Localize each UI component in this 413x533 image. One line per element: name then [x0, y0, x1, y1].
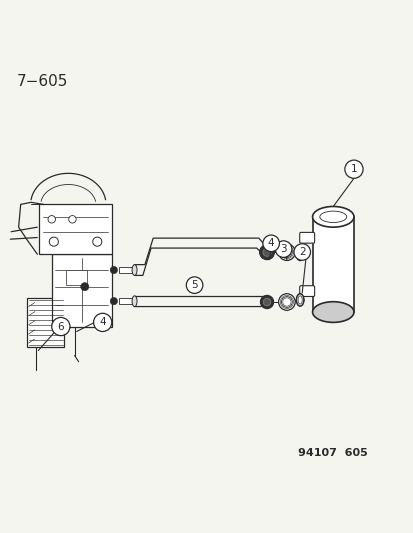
Circle shape [278, 244, 294, 261]
Ellipse shape [296, 248, 303, 261]
Circle shape [93, 313, 112, 332]
Text: 3: 3 [280, 244, 286, 254]
Circle shape [281, 247, 292, 257]
Circle shape [281, 297, 292, 308]
Text: 5: 5 [191, 280, 197, 290]
Ellipse shape [312, 206, 353, 227]
Circle shape [81, 282, 89, 291]
Text: 94107  605: 94107 605 [297, 448, 367, 458]
Circle shape [275, 241, 291, 257]
Circle shape [93, 237, 102, 246]
FancyBboxPatch shape [299, 286, 314, 296]
Circle shape [110, 297, 117, 305]
FancyBboxPatch shape [119, 266, 132, 273]
FancyBboxPatch shape [39, 204, 112, 254]
Ellipse shape [296, 294, 303, 306]
Ellipse shape [312, 302, 353, 322]
Ellipse shape [132, 296, 137, 306]
Circle shape [293, 244, 310, 260]
Circle shape [263, 298, 270, 306]
FancyBboxPatch shape [312, 217, 353, 312]
FancyBboxPatch shape [299, 232, 314, 243]
Circle shape [278, 294, 294, 310]
Text: 7−605: 7−605 [17, 74, 68, 89]
Circle shape [262, 248, 271, 256]
FancyBboxPatch shape [52, 254, 112, 327]
Ellipse shape [297, 296, 301, 304]
Ellipse shape [132, 265, 137, 276]
Circle shape [49, 237, 58, 246]
Circle shape [48, 215, 55, 223]
FancyBboxPatch shape [119, 298, 132, 304]
Ellipse shape [297, 250, 301, 259]
Circle shape [69, 215, 76, 223]
Circle shape [259, 245, 274, 260]
Text: 4: 4 [99, 317, 106, 327]
Circle shape [52, 318, 70, 336]
Circle shape [260, 295, 273, 309]
Text: 1: 1 [350, 164, 356, 174]
FancyBboxPatch shape [27, 297, 64, 347]
Text: 2: 2 [298, 247, 305, 257]
Text: 6: 6 [57, 321, 64, 332]
Text: 4: 4 [267, 238, 274, 248]
Circle shape [110, 266, 117, 274]
Circle shape [262, 235, 279, 252]
Circle shape [186, 277, 202, 293]
Ellipse shape [319, 211, 346, 222]
FancyBboxPatch shape [66, 270, 87, 285]
Circle shape [344, 160, 362, 179]
